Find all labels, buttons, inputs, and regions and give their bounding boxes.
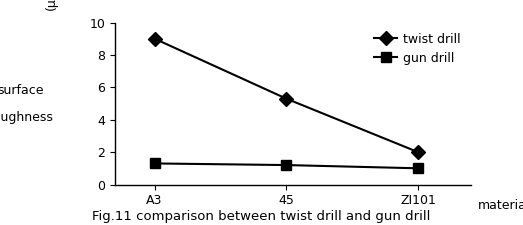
Text: Fig.11 comparison between twist drill and gun drill: Fig.11 comparison between twist drill an… — [93, 210, 430, 223]
Line: gun drill: gun drill — [150, 159, 423, 173]
Text: surface: surface — [0, 83, 44, 97]
Line: twist drill: twist drill — [150, 34, 423, 157]
Text: material: material — [478, 199, 523, 212]
gun drill — [415, 167, 421, 170]
gun drill — [283, 164, 289, 166]
Text: roughness: roughness — [0, 110, 53, 124]
twist drill — [415, 151, 421, 153]
Text: (μm): (μm) — [44, 0, 58, 9]
twist drill — [152, 37, 158, 40]
twist drill — [283, 97, 289, 100]
Legend: twist drill, gun drill: twist drill, gun drill — [371, 29, 464, 68]
gun drill — [152, 162, 158, 165]
